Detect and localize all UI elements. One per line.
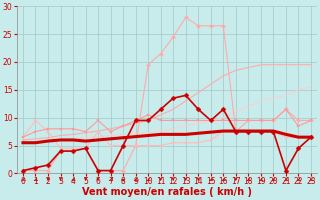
X-axis label: Vent moyen/en rafales ( km/h ): Vent moyen/en rafales ( km/h ) — [82, 187, 252, 197]
